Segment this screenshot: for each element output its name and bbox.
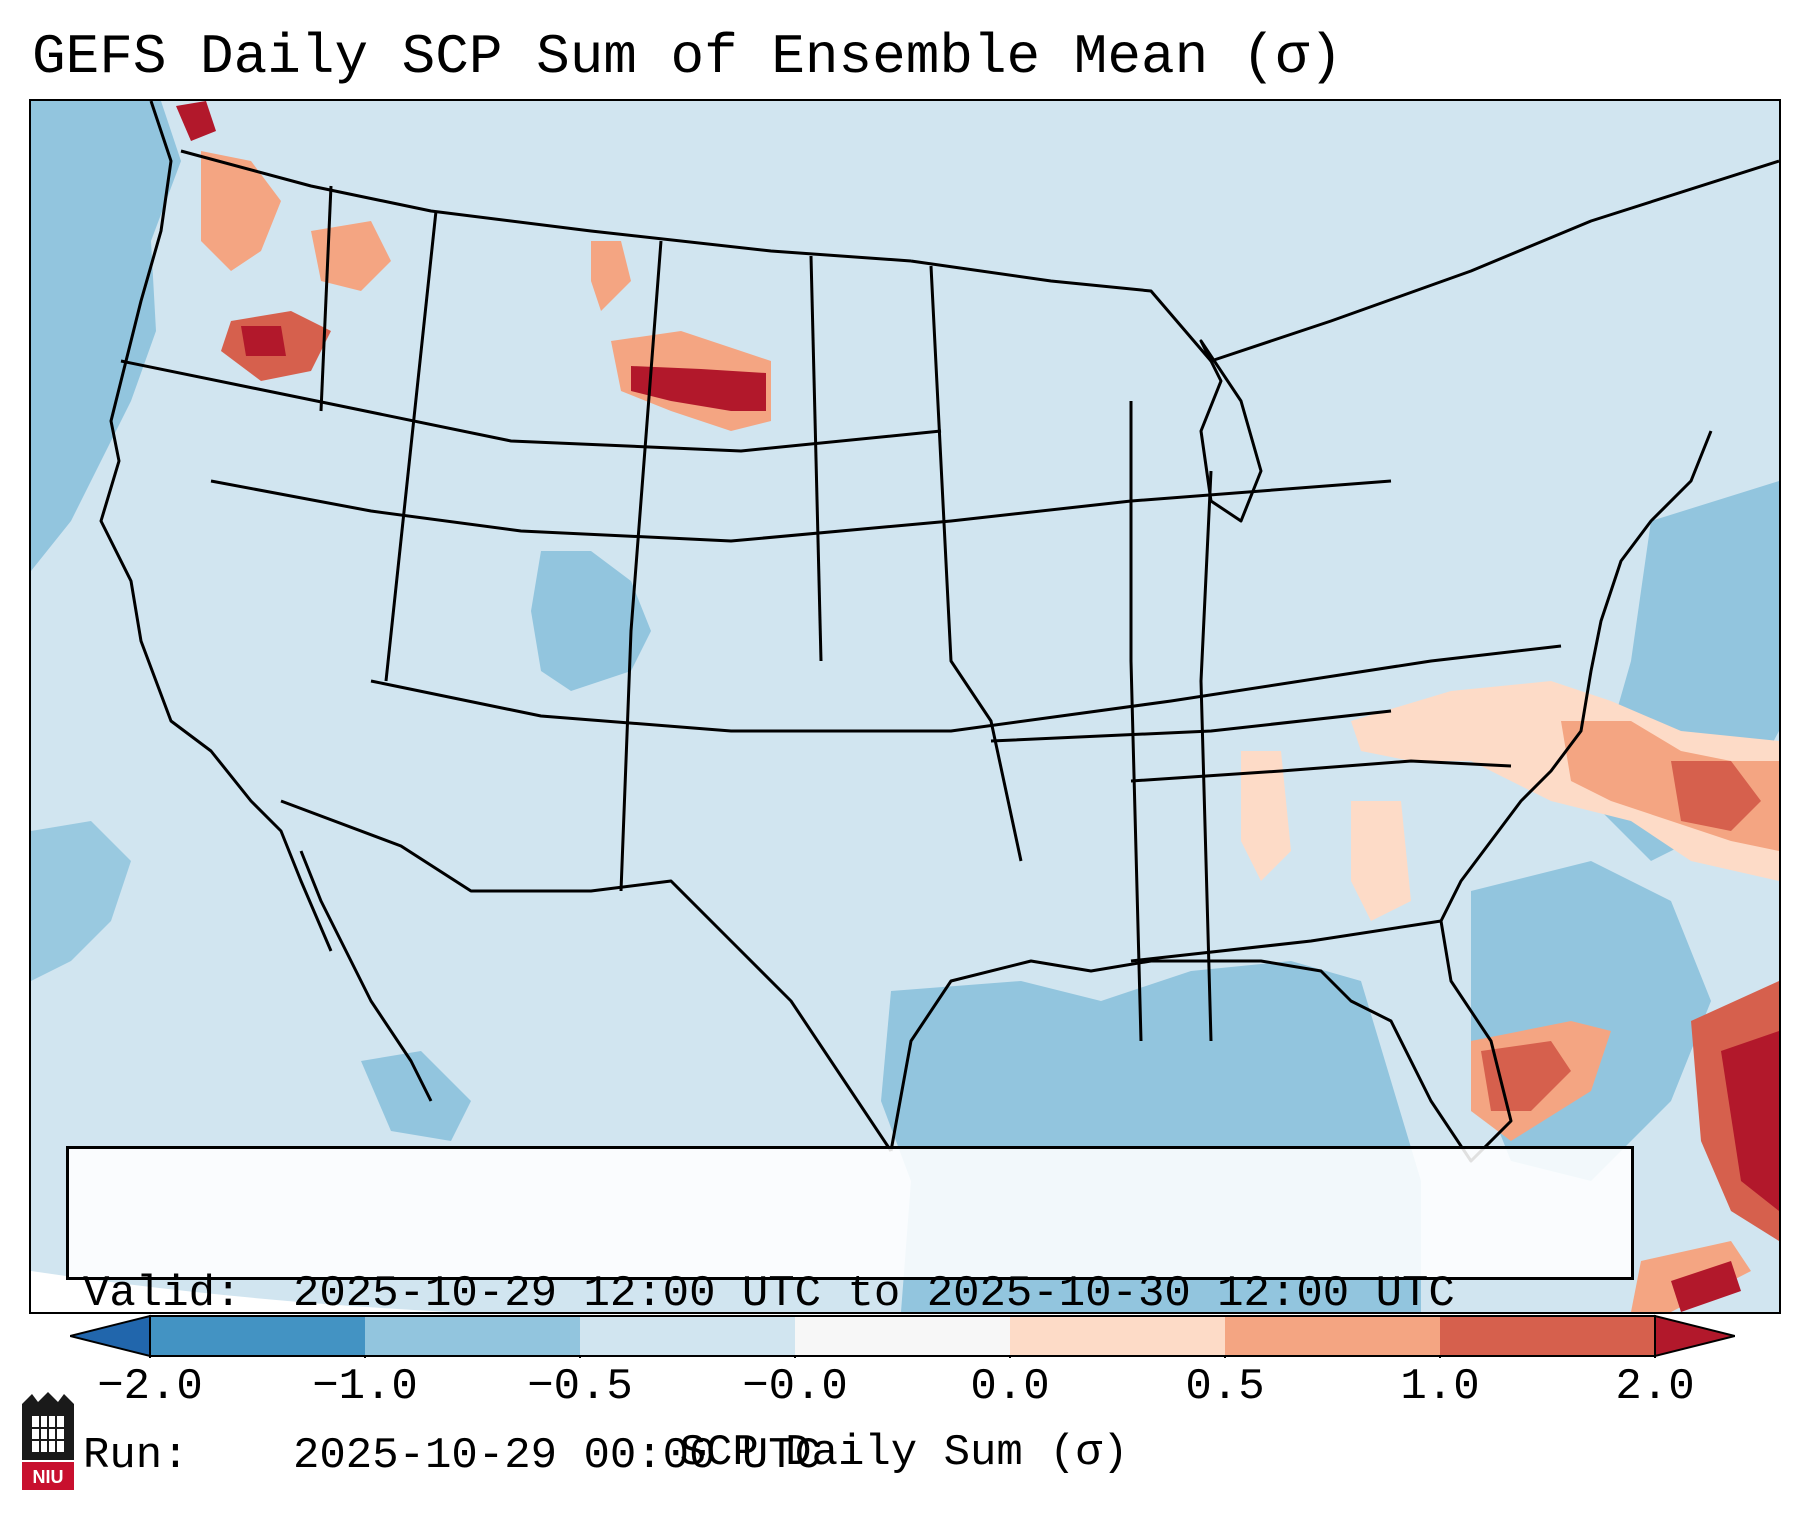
colorbar-bin xyxy=(1010,1316,1226,1356)
pacific-anomaly-south xyxy=(31,821,131,981)
pacific-anomaly xyxy=(31,101,181,571)
colorbar-tick-label: 2.0 xyxy=(1615,1362,1695,1412)
valid-run-info-box: Valid: 2025-10-29 12:00 UTC to 2025-10-30… xyxy=(66,1146,1634,1481)
colorbar-label: SCP Daily Sum (σ) xyxy=(679,1428,1129,1478)
canada-border xyxy=(180,149,912,263)
map-panel xyxy=(29,99,1781,1314)
interior-horizontal-2 xyxy=(210,479,1392,543)
colorbar-tick-label: 0.0 xyxy=(970,1362,1050,1412)
interior-vertical-3 xyxy=(619,240,663,892)
lake-michigan xyxy=(1199,339,1263,523)
niu-logo-icon: NIU xyxy=(22,1392,74,1490)
colorbar-tick-label: −2.0 xyxy=(97,1362,203,1412)
colorbar-bin xyxy=(580,1316,796,1356)
interior-horizontal-5 xyxy=(1130,759,1512,783)
run-row: Run: 2025-10-29 00:00 UTC xyxy=(83,1429,1617,1483)
interior-horizontal-1 xyxy=(120,359,942,453)
gulf-coast xyxy=(889,430,1713,1163)
nc-va-positive xyxy=(1351,681,1779,881)
projection-edge-area xyxy=(31,1271,451,1312)
colorbar-extend-max xyxy=(1654,1314,1735,1358)
interior-vertical-4 xyxy=(809,255,823,662)
colorbar-bin xyxy=(150,1316,366,1356)
sd-wy-positive-max xyxy=(631,366,766,411)
bahamas-positive-max xyxy=(1721,1031,1779,1211)
great-lakes-border xyxy=(910,159,1779,363)
colorbar-tick-label: 1.0 xyxy=(1400,1362,1480,1412)
interior-vertical-2 xyxy=(384,210,438,682)
cuba-positive-max xyxy=(1671,1261,1741,1312)
washington-positive xyxy=(201,151,281,271)
valid-value: 2025-10-29 12:00 UTC to 2025-10-30 12:00… xyxy=(293,1269,1455,1319)
colorbar-tick-label: −1.0 xyxy=(312,1362,418,1412)
ga-positive xyxy=(1351,801,1411,921)
colorado-anomaly xyxy=(531,551,651,691)
wa-id-positive xyxy=(311,221,391,291)
ga-al-positive xyxy=(1241,751,1291,881)
baja-anomaly xyxy=(361,1051,471,1141)
west-coast xyxy=(99,101,333,952)
baja-coast xyxy=(299,850,433,1102)
offshore-positive-high xyxy=(1671,761,1761,831)
wa-coast-max xyxy=(176,101,216,141)
colorbar xyxy=(70,1314,1735,1358)
logo-text: NIU xyxy=(33,1467,64,1487)
valid-row: Valid: 2025-10-29 12:00 UTC to 2025-10-30… xyxy=(83,1267,1617,1321)
colorbar-extend-min xyxy=(70,1314,151,1358)
interior-vertical-1 xyxy=(319,185,333,412)
mexico-border xyxy=(280,799,893,1152)
state-borders xyxy=(99,101,1779,1163)
chart-title: GEFS Daily SCP Sum of Ensemble Mean (σ) xyxy=(32,25,1343,89)
run-label: Run: xyxy=(83,1431,189,1481)
run-value: 2025-10-29 00:00 UTC xyxy=(293,1431,822,1481)
valid-label: Valid: xyxy=(83,1269,242,1319)
interior-horizontal-3 xyxy=(370,644,1562,733)
interior-horizontal-6 xyxy=(1130,919,1442,963)
colorbar-outline xyxy=(149,1315,1656,1357)
colorbar-bin xyxy=(1225,1316,1441,1356)
colorbar-tick-label: −0.0 xyxy=(742,1362,848,1412)
interior-vertical-5 xyxy=(929,265,1023,862)
colorbar-tick-label: 0.5 xyxy=(1185,1362,1265,1412)
scp-positive-regions xyxy=(176,101,1779,1312)
colorbar-bin xyxy=(365,1316,581,1356)
interior-horizontal-4 xyxy=(990,709,1392,743)
montana-positive xyxy=(591,241,631,311)
interior-vertical-6 xyxy=(1129,401,1143,1042)
colorbar-tick-label: −0.5 xyxy=(527,1362,633,1412)
interior-vertical-7 xyxy=(1199,470,1213,1042)
colorbar-bin xyxy=(795,1316,1011,1356)
colorbar-bin xyxy=(1440,1316,1656,1356)
oregon-positive-max xyxy=(241,326,286,356)
